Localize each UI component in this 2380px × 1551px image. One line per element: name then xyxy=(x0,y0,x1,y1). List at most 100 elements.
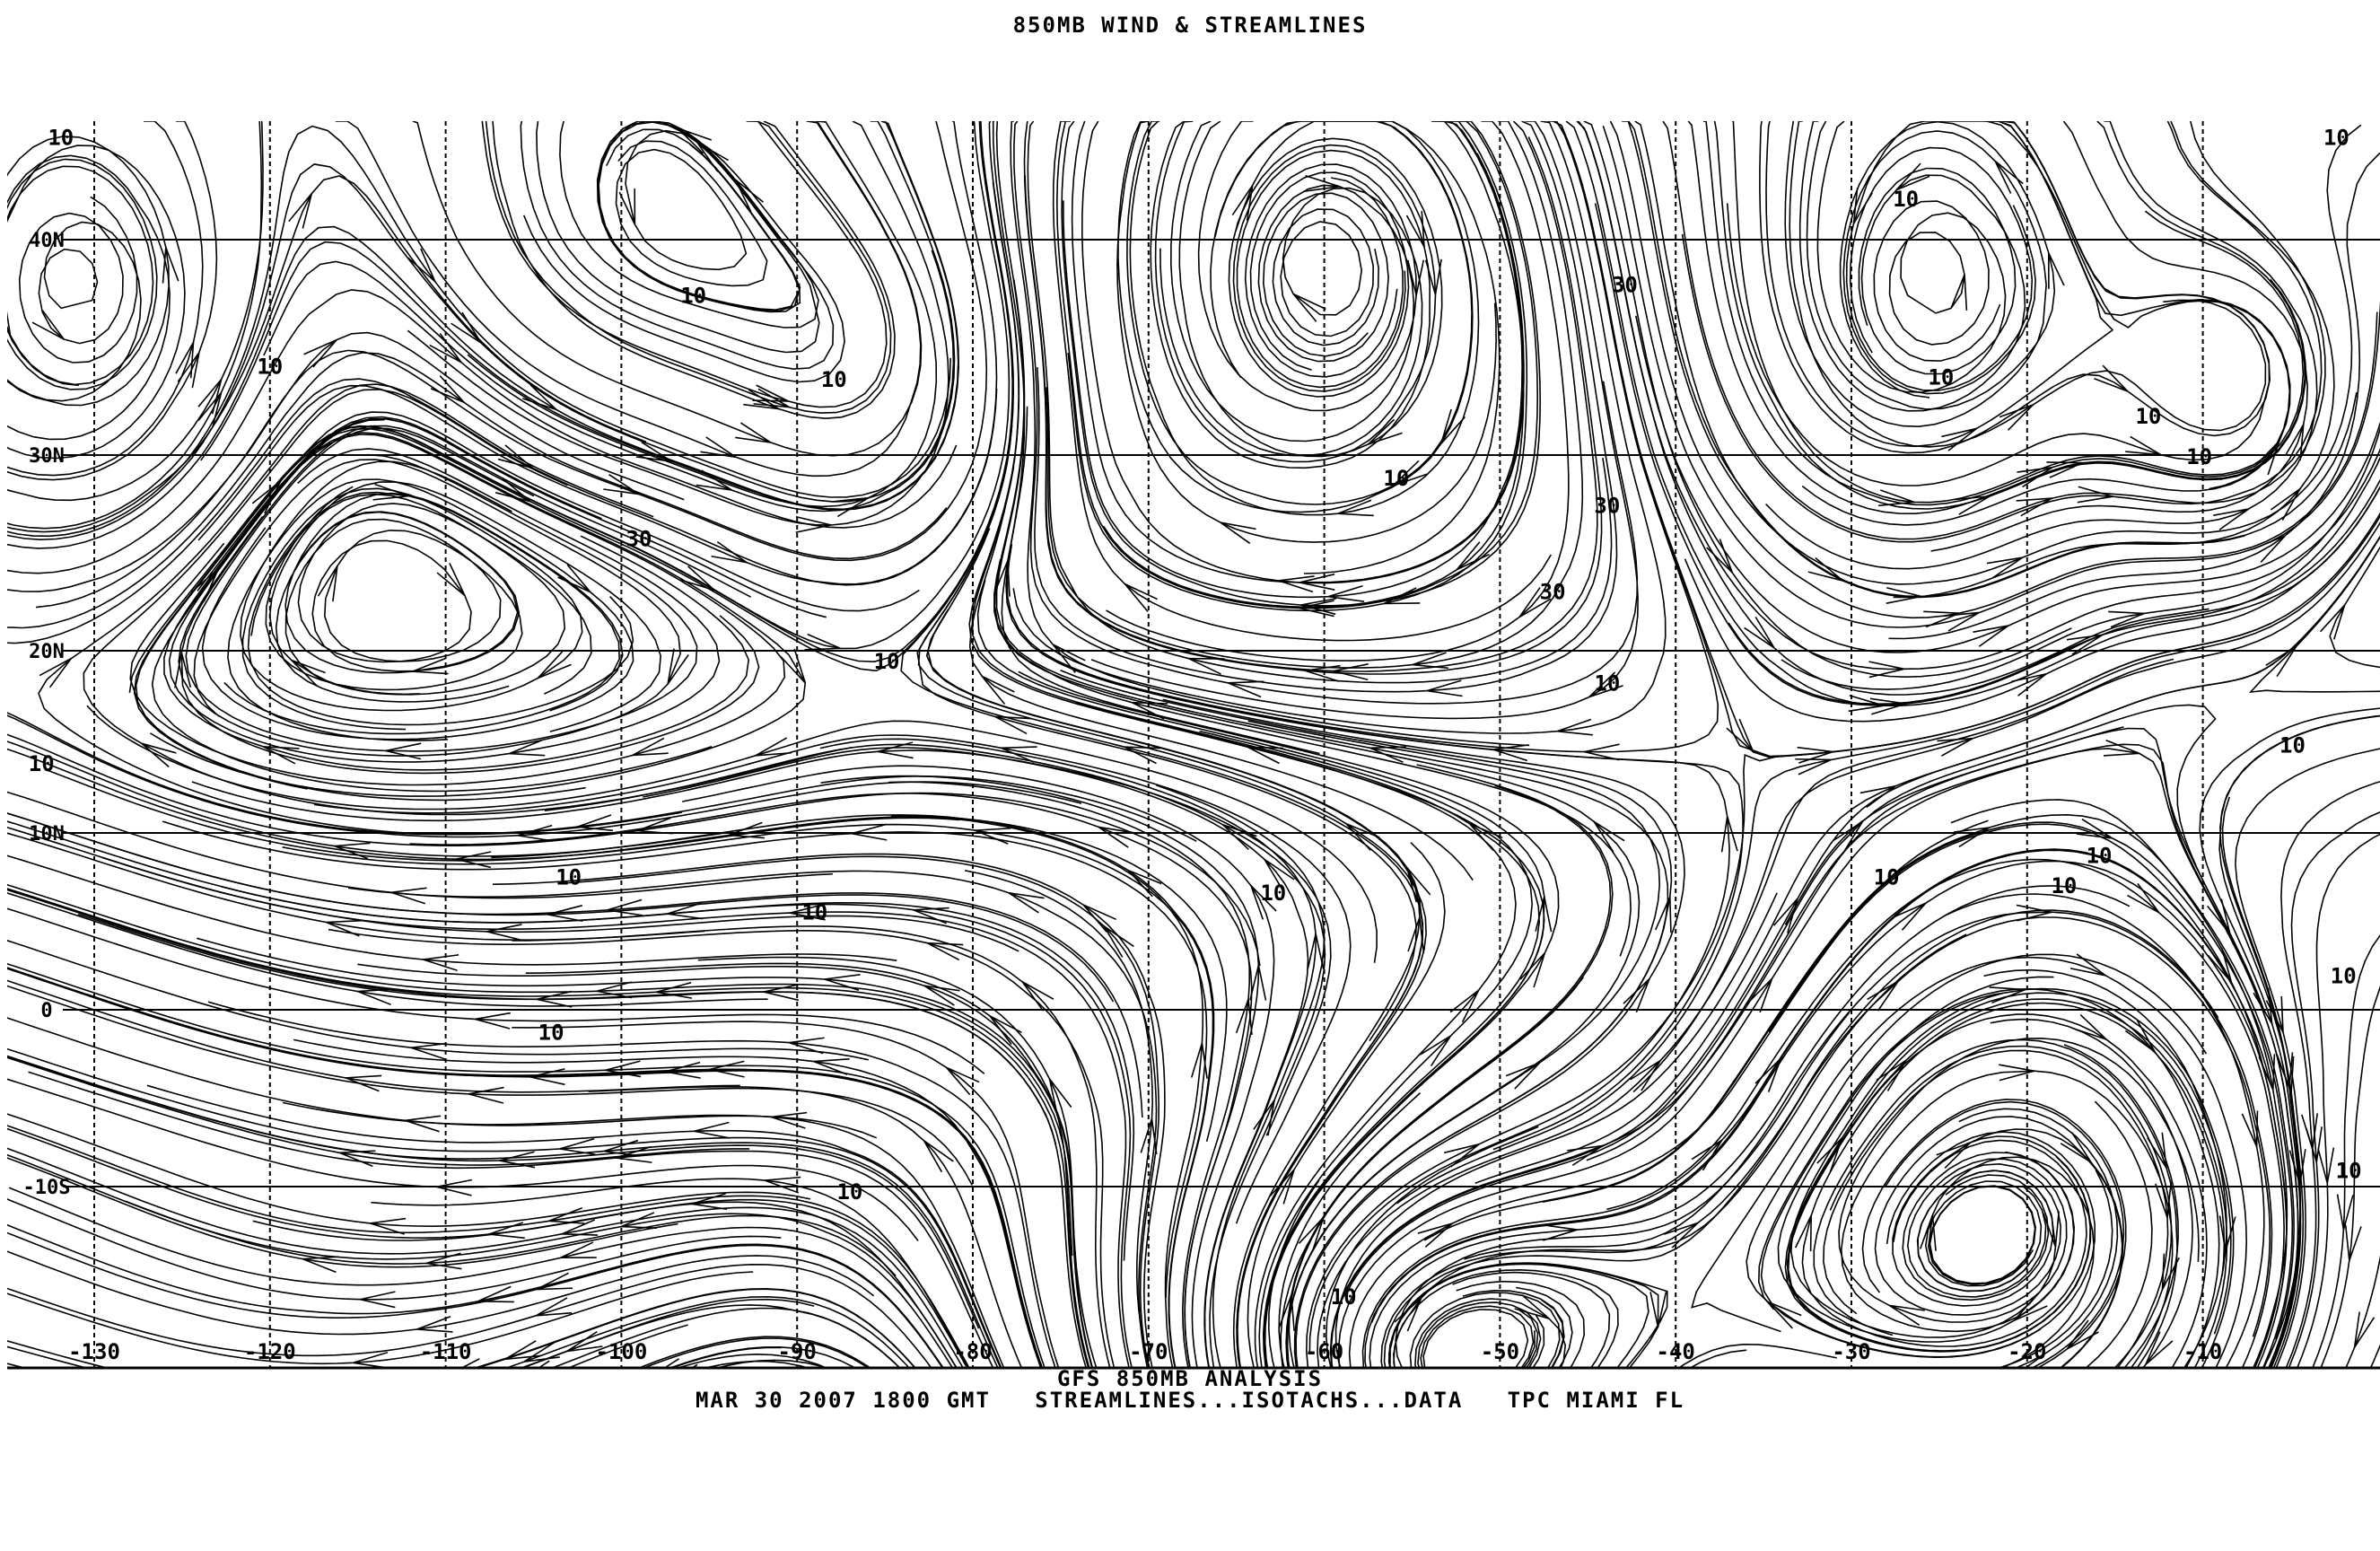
streamline-arrowhead xyxy=(1440,408,1466,444)
streamline xyxy=(168,418,721,763)
lon-tick-label: -110 xyxy=(420,1339,472,1364)
streamline-arrowhead xyxy=(1649,1292,1667,1328)
streamline xyxy=(1337,743,2241,1368)
streamline xyxy=(2312,933,2380,1368)
streamline-arrowhead xyxy=(753,388,790,408)
streamline xyxy=(2296,833,2380,1368)
streamline xyxy=(566,1324,688,1368)
streamline-arrowhead xyxy=(2317,1147,2335,1184)
streamline xyxy=(149,432,807,797)
streamline xyxy=(1632,521,2380,1093)
streamline-arrowhead xyxy=(504,1340,541,1361)
streamline xyxy=(1829,1045,2173,1368)
streamline xyxy=(7,121,218,481)
streamline-arrowhead xyxy=(1431,1463,1467,1478)
streamline xyxy=(1930,121,2309,552)
streamline-arrowhead xyxy=(755,1446,791,1461)
streamline xyxy=(1958,1108,2119,1368)
streamline-arrowhead xyxy=(2218,1215,2236,1252)
streamline xyxy=(1197,121,1417,412)
streamline xyxy=(1061,121,1542,607)
streamline-arrowhead xyxy=(2265,995,2284,1033)
streamline-arrowhead xyxy=(2270,488,2301,521)
streamline xyxy=(7,352,948,629)
streamline xyxy=(1943,893,2265,1368)
streamline xyxy=(221,886,1133,1368)
streamline xyxy=(976,579,1545,1368)
streamline xyxy=(2248,535,2380,694)
streamline xyxy=(481,121,888,408)
streamline xyxy=(7,1250,875,1336)
streamline xyxy=(1396,514,2380,1205)
streamline xyxy=(1156,784,1326,1368)
isotach-label: 10 xyxy=(257,355,283,380)
streamline xyxy=(1247,842,1446,1368)
streamline-arrowhead xyxy=(2253,987,2273,1024)
streamline-arrowhead xyxy=(743,389,780,410)
streamline-arrowhead xyxy=(755,737,792,757)
streamline xyxy=(7,985,974,1186)
streamline-arrowhead xyxy=(535,1297,573,1317)
streamline-arrowhead xyxy=(605,1060,642,1078)
lon-tick-label: -100 xyxy=(596,1339,648,1364)
streamline-arrowhead xyxy=(2066,634,2104,655)
streamline-arrowhead xyxy=(174,652,192,688)
streamline xyxy=(178,459,681,757)
streamline xyxy=(642,1337,870,1368)
streamline-arrowhead xyxy=(711,540,748,564)
streamline xyxy=(890,815,1204,1368)
streamline-arrowhead xyxy=(665,1061,701,1079)
streamline-arrowhead xyxy=(923,1140,954,1173)
streamline xyxy=(1893,121,2335,599)
streamline-arrowhead xyxy=(1299,573,1335,591)
streamline xyxy=(1622,121,2362,585)
streamline xyxy=(240,460,583,731)
streamline xyxy=(7,121,959,549)
streamline xyxy=(1395,1012,1851,1368)
lon-tick-label: -30 xyxy=(1832,1339,1870,1364)
streamline xyxy=(7,163,955,541)
streamline xyxy=(2085,1100,2153,1368)
isotach-label: 30 xyxy=(1612,272,1638,297)
streamline xyxy=(335,121,922,478)
streamline-arrowhead xyxy=(2077,486,2113,504)
streamline-arrowhead xyxy=(813,1058,850,1075)
isotach-label: 10 xyxy=(680,283,706,308)
streamline xyxy=(265,486,523,696)
streamline-arrowhead xyxy=(1923,610,1960,628)
streamline-arrowhead xyxy=(511,1415,546,1436)
streamline-arrowhead xyxy=(2336,1194,2354,1231)
streamline-arrowhead xyxy=(416,1315,453,1333)
isotach-label: 10 xyxy=(821,367,847,392)
streamline xyxy=(1169,121,1415,443)
streamline xyxy=(7,1113,811,1228)
streamline xyxy=(2235,748,2380,1368)
streamline-arrowhead xyxy=(2155,1181,2172,1218)
streamline xyxy=(263,121,956,513)
streamline-arrowhead xyxy=(795,515,832,533)
streamline xyxy=(1765,121,2318,570)
streamline-arrowhead xyxy=(1405,866,1431,903)
streamline xyxy=(2063,1044,2179,1368)
streamline xyxy=(1116,121,1497,543)
streamline-arrowhead xyxy=(303,338,337,368)
isotach-label: 10 xyxy=(874,649,900,674)
streamline-arrowhead xyxy=(1407,259,1425,296)
streamline xyxy=(102,856,1130,1368)
streamline-arrowhead xyxy=(566,1330,603,1353)
streamline-arrowhead xyxy=(1973,625,2009,647)
streamline-arrowhead xyxy=(326,1424,362,1439)
streamline-arrowhead xyxy=(765,1176,801,1194)
streamline-arrowhead xyxy=(1584,743,1620,761)
isotach-label: 10 xyxy=(836,1179,862,1205)
isotach-labels: 10 10 10 10 30 10 10 30 30 30 10 10 10 10 10 10 10 10 10 10… xyxy=(29,125,2362,1309)
streamline-arrowhead xyxy=(1299,600,1334,618)
streamline xyxy=(467,121,938,508)
streamline-arrowhead xyxy=(1369,746,1406,763)
streamline-arrowhead xyxy=(2284,424,2305,460)
streamline-arrowhead xyxy=(1994,160,2024,194)
streamline xyxy=(77,913,1088,1368)
streamline-arrowhead xyxy=(1367,418,1403,445)
streamline xyxy=(1801,121,2291,526)
